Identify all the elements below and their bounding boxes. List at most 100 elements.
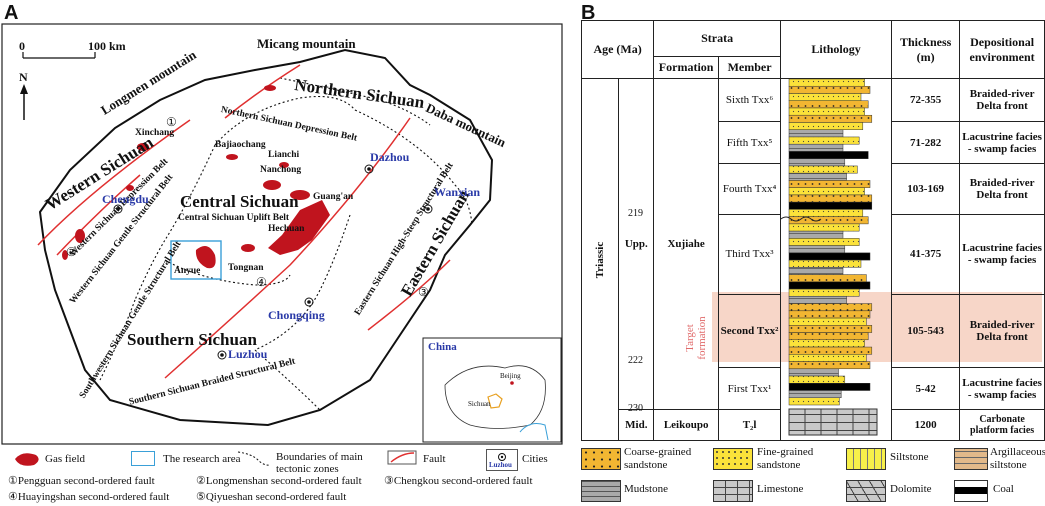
city-dazhou: Dazhou bbox=[370, 150, 410, 164]
thickness-leikoupo: 1200 bbox=[891, 409, 961, 441]
city-legend-icon: Luzhou bbox=[486, 449, 518, 471]
city-wanxian: Wanxian bbox=[434, 185, 481, 199]
env-fourth: Braided-river Delta front bbox=[959, 163, 1045, 216]
inset-beijing: Beijing bbox=[500, 372, 521, 380]
lithology-bed bbox=[788, 267, 844, 275]
city-chengdu: Chengdu bbox=[102, 192, 149, 206]
fault-number-2: ② bbox=[66, 245, 77, 259]
unconformity-icon bbox=[780, 216, 822, 222]
gf-guangan: Guang'an bbox=[313, 192, 354, 202]
legend-silt: Siltstone bbox=[890, 451, 929, 463]
region-central: Central Sichuan bbox=[180, 192, 299, 211]
legend-gas-field: Gas field bbox=[45, 453, 86, 465]
lithology-bed bbox=[788, 187, 865, 196]
member-fourth: Fourth Txx⁴ bbox=[718, 163, 782, 216]
inset-title: China bbox=[428, 341, 457, 353]
member-sixth: Sixth Txx⁶ bbox=[718, 78, 782, 122]
lithology-bed bbox=[788, 136, 860, 145]
age-230: 230 bbox=[628, 403, 643, 414]
member-second: Second Txx² bbox=[718, 293, 782, 368]
fault-number-1: ① bbox=[166, 115, 177, 129]
sichuan-map bbox=[1, 23, 563, 445]
lithology-bed bbox=[788, 107, 865, 116]
env-first: Lacustrine facies - swamp facies bbox=[959, 366, 1045, 411]
lithology-bed bbox=[788, 346, 873, 355]
lithology-column bbox=[780, 78, 893, 441]
basin-outline bbox=[38, 48, 494, 427]
gas-fields bbox=[62, 85, 330, 269]
gf-anyue: Anyue bbox=[174, 266, 201, 276]
lithology-bed bbox=[788, 332, 869, 341]
swatch-arg bbox=[954, 448, 988, 470]
lithology-bed bbox=[788, 303, 873, 312]
faults bbox=[37, 64, 451, 379]
lithology-bed bbox=[788, 143, 844, 152]
lithology-bed bbox=[788, 85, 871, 94]
legend-fault-3: ③Chengkou second-ordered fault bbox=[384, 475, 533, 487]
header-formation: Formation bbox=[653, 56, 720, 79]
lithology-bed bbox=[788, 339, 865, 348]
legend-fine: Fine-grained sandstone bbox=[757, 446, 814, 471]
legend-boundaries: Boundaries of main tectonic zones bbox=[276, 451, 363, 475]
lithology-bed bbox=[788, 259, 862, 268]
formation-leikoupo: Leikoupo bbox=[653, 409, 720, 441]
lithology-bed bbox=[788, 325, 873, 333]
beijing-marker bbox=[510, 381, 514, 385]
scale-bar bbox=[22, 52, 96, 59]
city-chongqing: Chongqing bbox=[268, 308, 325, 322]
gas-field-lianchi bbox=[279, 162, 289, 168]
env-second: Braided-river Delta front bbox=[959, 293, 1045, 368]
sichuan-highlight bbox=[487, 393, 503, 409]
legend-coal: Coal bbox=[993, 483, 1014, 495]
legend-research-area: The research area bbox=[163, 453, 241, 465]
boundary-legend-icon bbox=[237, 451, 271, 466]
lithology-bed bbox=[788, 194, 873, 203]
header-strata: Strata bbox=[653, 20, 782, 57]
swatch-lime bbox=[713, 480, 753, 502]
lithology-bed bbox=[788, 151, 869, 159]
header-lithology: Lithology bbox=[780, 20, 893, 79]
thickness-third: 41-375 bbox=[891, 214, 961, 295]
header-thickness: Thickness (m) bbox=[891, 20, 961, 79]
gas-field-anyue bbox=[195, 246, 216, 269]
panel-label-b: B bbox=[581, 2, 596, 24]
north-label: N bbox=[19, 70, 28, 84]
lithology-limestone-bed bbox=[788, 408, 878, 436]
series-mid: Mid. bbox=[618, 409, 655, 441]
lithology-bed bbox=[788, 129, 844, 138]
lithology-bed bbox=[788, 375, 846, 384]
city-legend-sample: Luzhou bbox=[489, 461, 512, 469]
research-area-legend-icon bbox=[131, 451, 155, 466]
age-219: 219 bbox=[628, 208, 643, 219]
env-fifth: Lacustrine facies - swamp facies bbox=[959, 120, 1045, 165]
member-fifth: Fifth Txx⁵ bbox=[718, 120, 782, 165]
coast-icon bbox=[519, 423, 549, 441]
legend-mud: Mudstone bbox=[624, 483, 668, 495]
city-markers bbox=[113, 164, 433, 360]
swatch-silt bbox=[846, 448, 886, 470]
gas-field-chengdu bbox=[126, 185, 134, 191]
legend-cities: Cities bbox=[522, 453, 548, 465]
inset-map bbox=[422, 337, 562, 443]
swatch-mud bbox=[581, 480, 621, 502]
lithology-bed bbox=[788, 93, 862, 101]
city-luzhou: Luzhou bbox=[228, 347, 268, 361]
lithology-bed bbox=[788, 354, 867, 362]
lithology-bed bbox=[788, 238, 860, 246]
swatch-coal bbox=[954, 480, 988, 502]
thickness-fifth: 71-282 bbox=[891, 120, 961, 165]
target-formation-label: Target formation bbox=[684, 316, 708, 360]
legend-coarse: Coarse-grained sandstone bbox=[624, 446, 692, 471]
micang-mountain: Micang mountain bbox=[257, 36, 356, 51]
lithology-bed bbox=[788, 390, 842, 399]
thickness-second: 105-543 bbox=[891, 293, 961, 368]
legend-fault: Fault bbox=[423, 453, 446, 465]
gf-tongnan: Tongnan bbox=[228, 263, 264, 273]
belt-central-uplift: Central Sichuan Uplift Belt bbox=[178, 213, 290, 223]
lithology-bed bbox=[788, 317, 867, 326]
lithology-bed bbox=[788, 288, 860, 297]
lithology-bed bbox=[788, 296, 847, 304]
lithology-bed bbox=[788, 201, 873, 210]
header-member: Member bbox=[718, 56, 782, 79]
research-area-box bbox=[170, 240, 222, 280]
